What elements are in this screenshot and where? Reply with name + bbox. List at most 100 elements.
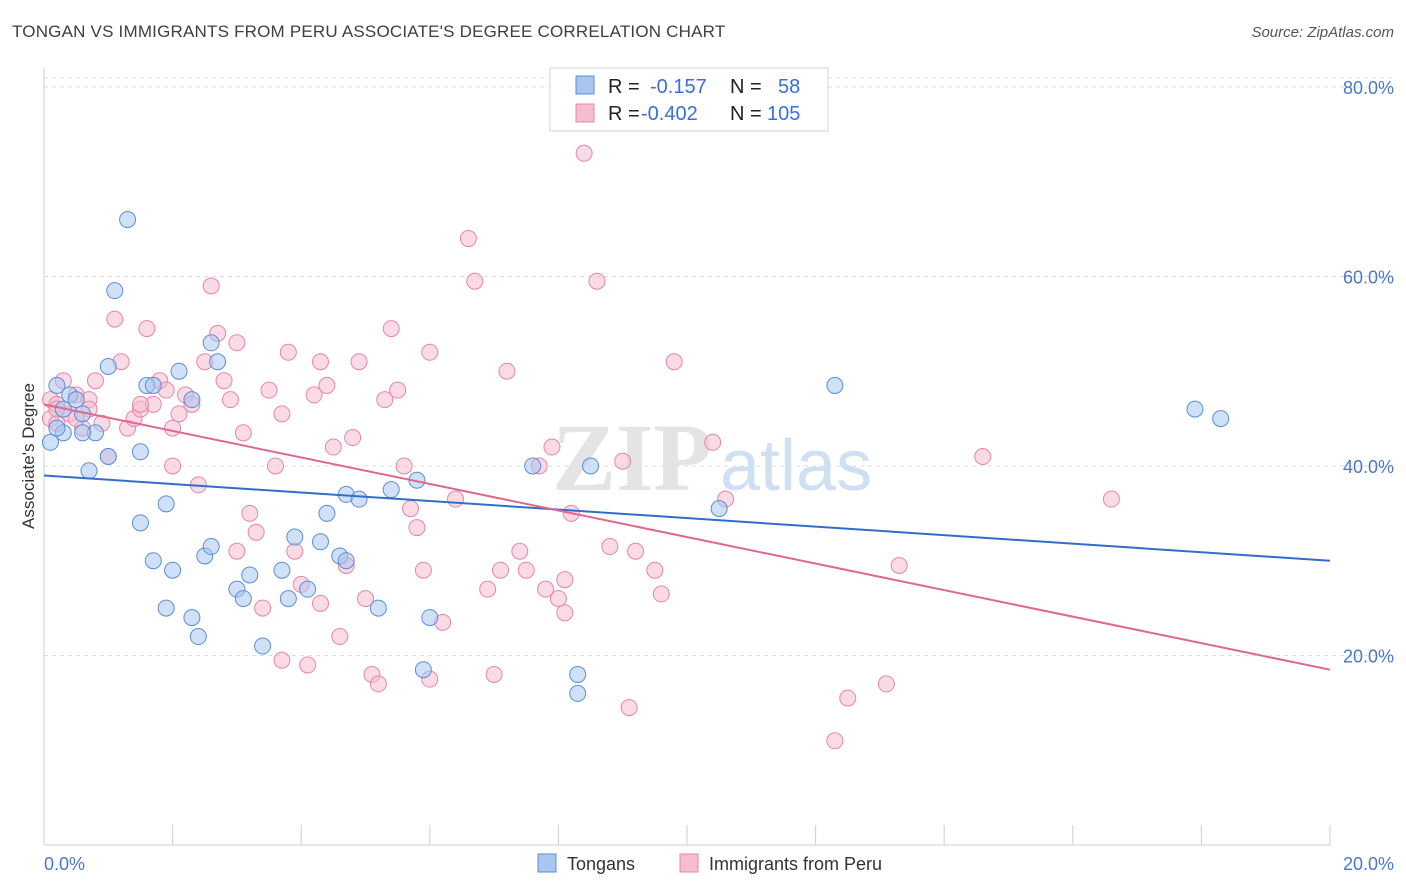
point-peru-46 [324,438,342,456]
point-peru-47 [331,628,349,646]
point-peru-60 [414,561,432,579]
point-tongans-47 [569,665,587,683]
point-tongans-36 [318,504,336,522]
point-tongans-53 [1212,410,1230,428]
point-tongans-1 [48,376,66,394]
point-peru-78 [588,272,606,290]
point-tongans-31 [273,561,291,579]
point-peru-39 [279,343,297,361]
y-tick-labels: 20.0% 40.0% 60.0% 80.0% [1343,78,1394,667]
point-peru-21 [164,419,182,437]
point-tongans-41 [369,599,387,617]
legend-stats-box [549,67,829,132]
point-tongans-24 [189,628,207,646]
legend-swatch-peru [575,103,595,123]
point-peru-22 [170,405,188,423]
y-tick-label-40: 40.0% [1343,457,1394,477]
y-axis-label: Associate's Degree [19,383,38,529]
point-peru-75 [556,604,574,622]
point-tongans-20 [144,552,162,570]
legend-series: Tongans Immigrants from Peru [537,853,882,874]
point-tongans-22 [157,599,175,617]
point-peru-31 [228,334,246,352]
point-peru-77 [575,144,593,162]
point-peru-51 [357,590,374,608]
point-tongans-26 [202,538,220,556]
point-peru-72 [537,580,555,598]
point-peru-79 [601,538,619,556]
point-tongans-40 [350,490,368,508]
point-peru-99 [273,651,291,669]
watermark: ZIP atlas [552,404,872,511]
point-peru-84 [665,353,683,371]
point-peru-54 [376,391,394,409]
point-peru-43 [305,386,323,404]
point-peru-40 [286,542,304,560]
point-tongans-17 [209,353,227,371]
point-tongans-34 [299,580,317,598]
point-peru-53 [369,675,387,693]
trend-lines [43,403,1331,671]
point-tongans-32 [279,590,297,608]
point-tongans-30 [254,637,272,655]
point-peru-42 [299,656,317,674]
legend-bottom-label-peru: Immigrants from Peru [709,854,882,874]
point-tongans-55 [48,419,66,437]
point-peru-100 [311,594,329,612]
legend-r-value-2: -0.402 [641,103,698,125]
point-tongans-28 [234,590,252,608]
point-peru-32 [234,424,252,442]
point-tongans-35 [311,533,329,551]
legend-n-value-1: 58 [778,76,800,98]
point-peru-56 [389,381,407,399]
point-peru-74 [549,590,567,608]
point-peru-81 [620,699,638,717]
y-tick-label-60: 60.0% [1343,267,1394,287]
y-tick-label-20: 20.0% [1343,646,1394,666]
legend-swatch-tongans [575,75,595,95]
point-tongans-0 [41,433,59,451]
point-tongans-15 [170,362,188,380]
point-peru-64 [459,230,477,248]
point-tongans-57 [183,391,201,409]
point-tongans-52 [1186,400,1204,418]
point-peru-27 [202,277,220,295]
point-tongans-42 [382,481,400,499]
point-tongans-14 [144,376,162,394]
x-tick-labels: 0.0% 20.0% [44,854,1394,874]
point-peru-104 [627,542,645,560]
point-peru-61 [421,343,439,361]
point-peru-91 [974,448,992,465]
legend-r-value-1: -0.157 [650,76,707,98]
point-peru-58 [402,500,420,518]
point-tongans-54 [99,357,117,375]
point-peru-67 [485,665,503,683]
point-tongans-49 [582,457,600,475]
point-tongans-44 [414,661,432,679]
point-tongans-12 [131,443,149,461]
point-peru-55 [382,320,400,338]
point-tongans-11 [99,448,117,465]
legend-n-value-2: 105 [767,103,800,125]
point-peru-102 [517,561,535,579]
point-peru-85 [704,433,722,451]
legend-n-label-1: N = [730,76,762,98]
point-peru-12 [106,310,124,328]
point-tongans-18 [157,495,175,513]
point-peru-50 [350,353,368,371]
point-peru-34 [247,523,265,541]
legend-r-label-2: R = [608,103,640,125]
point-tongans-48 [569,684,587,702]
point-tongans-33 [286,528,304,546]
point-peru-57 [395,457,413,475]
point-peru-59 [408,519,426,537]
point-peru-103 [556,571,574,589]
point-peru-66 [479,580,497,598]
legend-r-label-1: R = [608,76,640,98]
point-tongans-51 [826,376,844,394]
point-tongans-45 [421,609,439,627]
legend-bottom-label-tongans: Tongans [567,854,635,874]
source-credit: Source: ZipAtlas.com [1251,24,1394,41]
point-tongans-21 [164,561,182,579]
point-peru-9 [86,372,104,390]
